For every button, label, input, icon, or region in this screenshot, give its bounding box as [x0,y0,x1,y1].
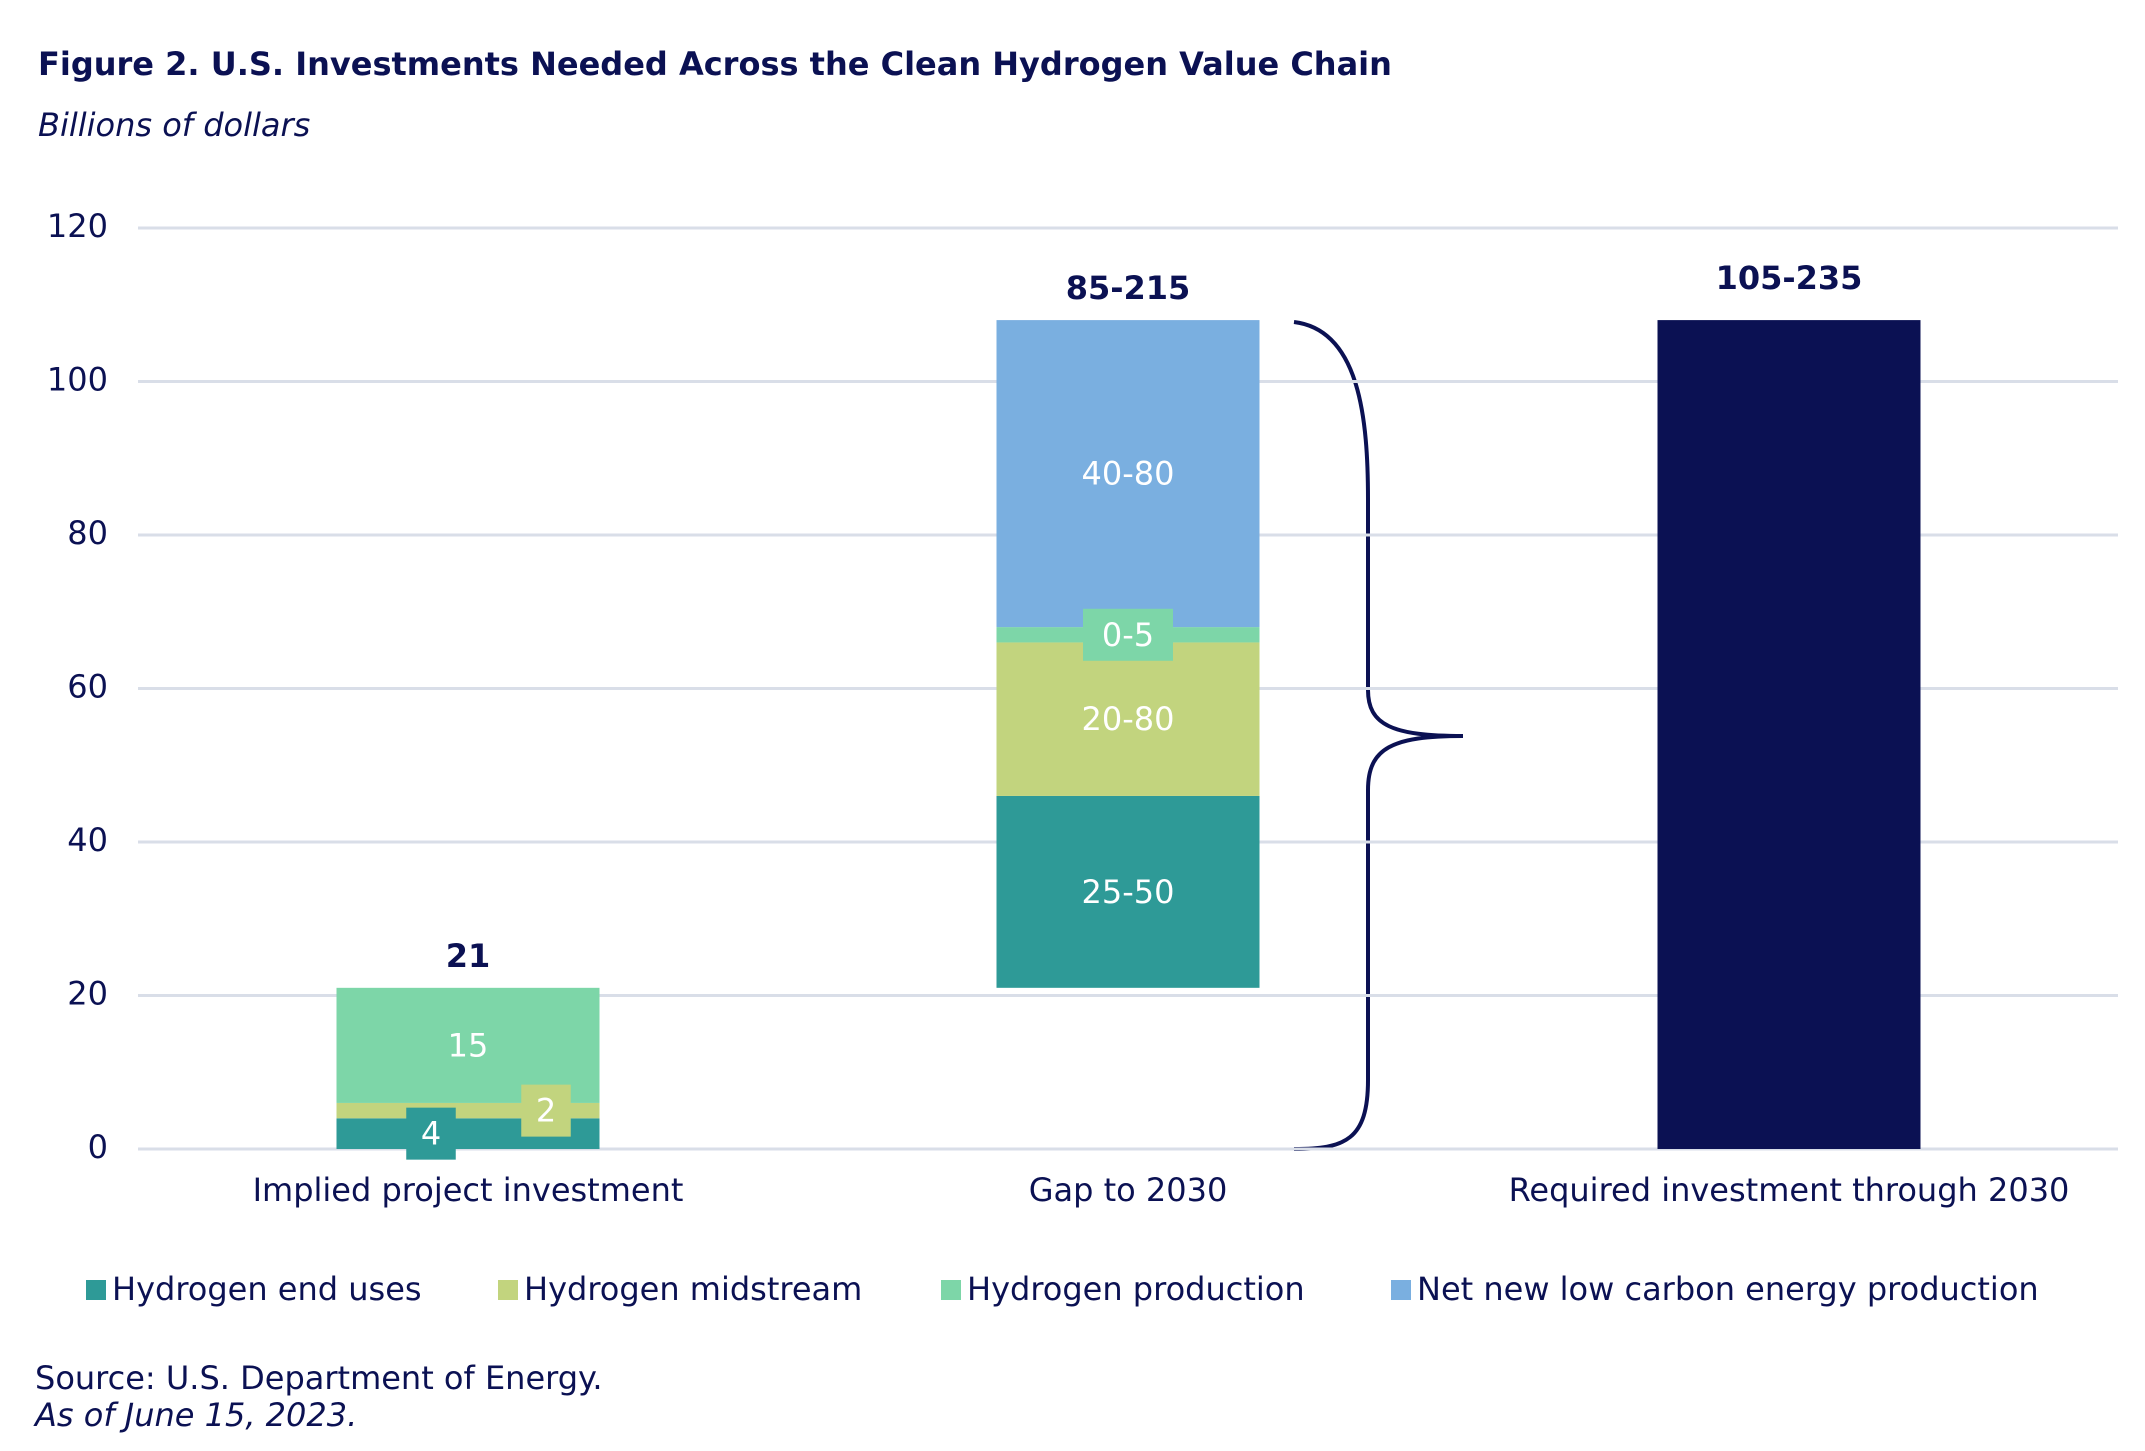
y-tick-label: 100 [47,361,108,399]
data-label: 25-50 [1082,873,1175,911]
y-tick-label: 120 [47,207,108,245]
brace [1293,320,1464,1151]
legend-label: Hydrogen production [967,1270,1305,1308]
y-tick-label: 80 [67,514,108,552]
y-tick-label: 0 [88,1128,108,1166]
note: As of June 15, 2023. [33,1396,357,1434]
data-label: 15 [448,1026,489,1064]
legend-swatch [498,1280,518,1300]
y-tick-label: 20 [67,975,108,1013]
x-tick-label: Implied project investment [253,1171,684,1209]
total-label: 85-215 [1066,269,1191,307]
bar-segment [996,642,1260,796]
legend-swatch [86,1280,106,1300]
x-tick-label: Gap to 2030 [1029,1171,1228,1209]
bar-segment [996,320,1260,628]
data-label: 20-80 [1082,700,1175,738]
chart-title: Figure 2. U.S. Investments Needed Across… [38,45,1392,83]
source: Source: U.S. Department of Energy. [35,1359,603,1397]
legend-label: Net new low carbon energy production [1417,1270,2039,1308]
data-label: 4 [421,1115,441,1153]
legend-label: Hydrogen end uses [112,1270,422,1308]
total-label: 21 [446,937,491,975]
data-label: 2 [536,1092,556,1130]
label-box [406,1107,456,1160]
label-box [1083,608,1173,661]
chart-subtitle: Billions of dollars [38,106,310,144]
data-label: 40-80 [1082,455,1175,493]
total-bar [1657,320,1921,1150]
total-label: 105-235 [1716,259,1863,297]
data-label: 0-5 [1102,616,1154,654]
x-tick-label: Required investment through 2030 [1509,1171,2070,1209]
y-tick-label: 40 [67,821,108,859]
legend-swatch [1391,1280,1411,1300]
bar-segment [336,987,600,1103]
label-box [521,1084,571,1137]
y-tick-label: 60 [67,668,108,706]
bar-segment [996,795,1260,988]
legend-label: Hydrogen midstream [524,1270,862,1308]
legend-swatch [941,1280,961,1300]
